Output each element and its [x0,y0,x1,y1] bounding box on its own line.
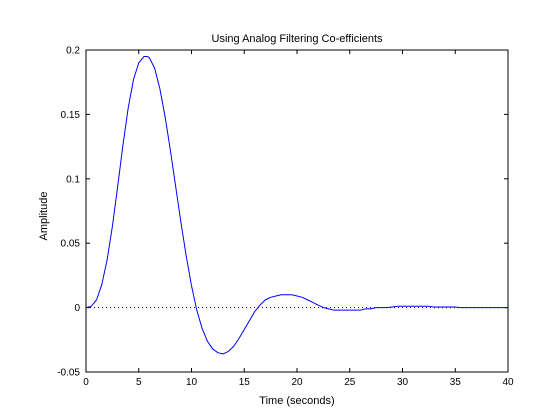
x-tick-label: 40 [502,377,514,388]
y-tick-label: 0.05 [61,239,81,250]
y-tick-label: 0 [74,303,80,314]
chart-title: Using Analog Filtering Co-efficients [212,33,383,45]
y-tick-label: 0.1 [66,174,80,185]
x-axis-label: Time (seconds) [259,395,334,407]
x-tick-label: 35 [450,377,462,388]
x-tick-label: 20 [291,377,303,388]
y-tick-label: -0.05 [57,368,80,379]
x-tick-label: 15 [239,377,251,388]
x-tick-label: 0 [83,377,89,388]
x-tick-label: 30 [397,377,409,388]
y-tick-label: 0.15 [61,110,81,121]
x-tick-label: 25 [344,377,356,388]
x-tick-label: 5 [136,377,142,388]
y-axis-label: Amplitude [38,192,50,241]
y-tick-label: 0.2 [66,46,80,57]
x-tick-label: 10 [186,377,198,388]
series-line [85,55,508,355]
